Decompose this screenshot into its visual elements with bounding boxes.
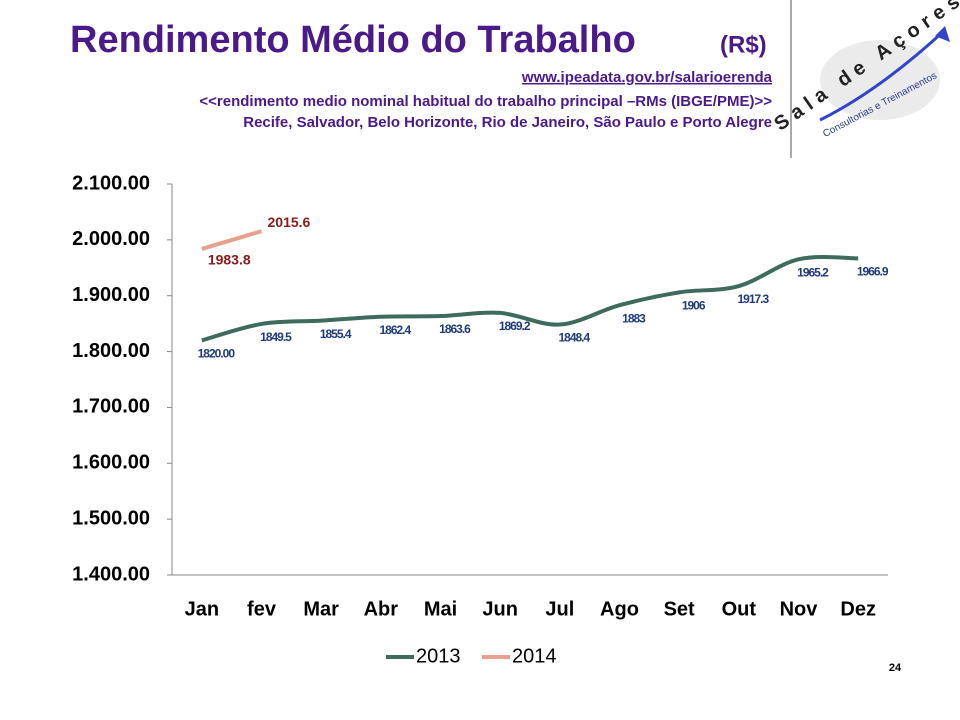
x-tick-label: Dez [840,598,876,620]
data-label: 1965.2 [797,265,829,279]
y-tick-label: 2.100.00 [72,172,150,194]
data-label: 1906 [682,299,706,313]
x-tick-label: Jun [482,598,518,620]
data-label: 1966.9 [857,265,889,279]
data-label: 1862.4 [379,323,411,337]
cities: Recife, Salvador, Belo Horizonte, Rio de… [243,114,772,131]
x-tick-label: Abr [364,598,399,620]
y-tick-label: 1.600.00 [72,452,150,474]
link[interactable]: www.ipeadata.gov.br/salarioerenda [521,69,773,86]
x-tick-label: Jul [545,598,574,620]
y-tick-label: 2.000.00 [72,228,150,250]
logo: Sala de Açores Consultorias e Treinament… [770,0,960,140]
legend-label: 2014 [512,645,557,667]
x-tick-label: Ago [600,598,639,620]
logo-arrowhead [935,26,950,42]
series-line [201,229,263,251]
data-label: 1863.6 [439,322,471,336]
y-tick-label: 1.800.00 [72,340,150,362]
x-tick-label: Out [722,598,757,620]
x-tick-label: Jan [185,598,219,620]
data-label: 1848.4 [558,331,590,345]
series-line [201,255,859,343]
x-tick-label: Mai [424,598,457,620]
y-tick-label: 1.900.00 [72,284,150,306]
data-label: 1917.3 [737,292,769,306]
data-label: 2015.6 [268,214,311,230]
y-tick-label: 1.500.00 [72,507,150,529]
title: Rendimento Médio do Trabalho [70,19,636,61]
data-label: 1869.2 [499,319,531,333]
page-number: 24 [889,662,902,674]
y-tick-label: 1.700.00 [72,396,150,418]
y-tick-label: 1.400.00 [72,563,150,585]
subtitle: <<rendimento medio nominal habitual do t… [199,93,772,110]
title-unit: (R$) [720,31,767,58]
logo-arrow [819,28,947,122]
x-tick-label: Nov [780,598,819,620]
data-label: 1849.5 [260,330,292,344]
x-tick-label: Set [664,598,695,620]
data-label: 1883 [622,311,646,325]
data-label: 1855.4 [320,327,352,341]
data-label: 1820.00 [198,347,236,361]
legend-label: 2013 [416,645,461,667]
x-tick-label: fev [247,598,277,620]
x-tick-label: Mar [303,598,339,620]
data-label: 1983.8 [208,252,251,268]
